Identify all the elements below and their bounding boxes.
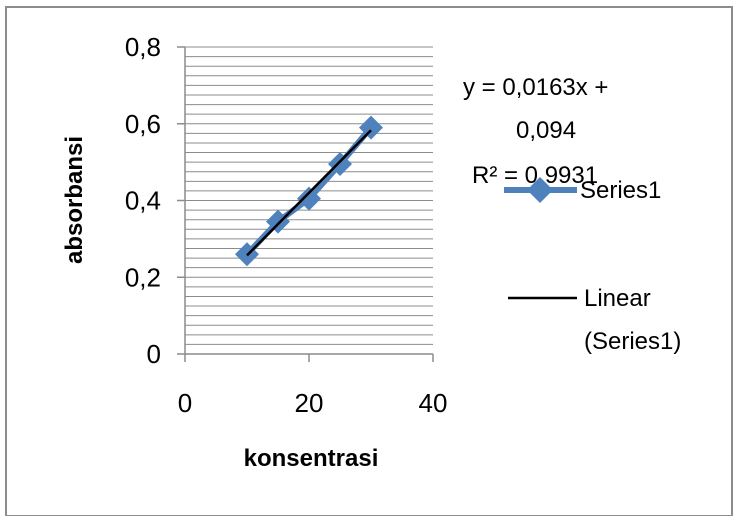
- trendline-layer: [246, 129, 372, 257]
- legend-series1-label: Series1: [580, 177, 661, 204]
- y-axis-title: absorbansi: [61, 136, 88, 264]
- y-tick-label: 0,4: [125, 186, 161, 216]
- y-tick-label: 0,2: [125, 262, 161, 292]
- y-tick-label: 0,8: [125, 32, 161, 62]
- data-point: [359, 115, 383, 140]
- tick-labels: 0 0,2 0,4 0,6 0,8 0 20 40: [125, 32, 448, 418]
- legend-trendline-label-2: (Series1): [584, 328, 681, 355]
- gridlines: [177, 46, 434, 362]
- chart-border: [5, 6, 733, 516]
- x-tick-label: 20: [295, 388, 324, 418]
- data-point: [266, 209, 290, 234]
- data-point: [328, 152, 352, 177]
- data-point: [297, 186, 321, 211]
- axes: [184, 47, 433, 355]
- x-tick-label: 0: [178, 388, 192, 418]
- equation-line-1: y = 0,0163x +: [463, 74, 608, 101]
- equation-line-2: 0,094: [516, 117, 576, 144]
- trendline: [246, 129, 372, 257]
- legend-trendline-label-1: Linear: [584, 285, 651, 312]
- legend-series1-marker: [527, 177, 553, 203]
- y-tick-label: 0,6: [125, 109, 161, 139]
- y-tick-label: 0: [147, 339, 161, 369]
- x-axis-title: konsentrasi: [244, 445, 379, 472]
- legend: Series1 Linear (Series1): [504, 177, 681, 355]
- x-tick-label: 40: [419, 388, 448, 418]
